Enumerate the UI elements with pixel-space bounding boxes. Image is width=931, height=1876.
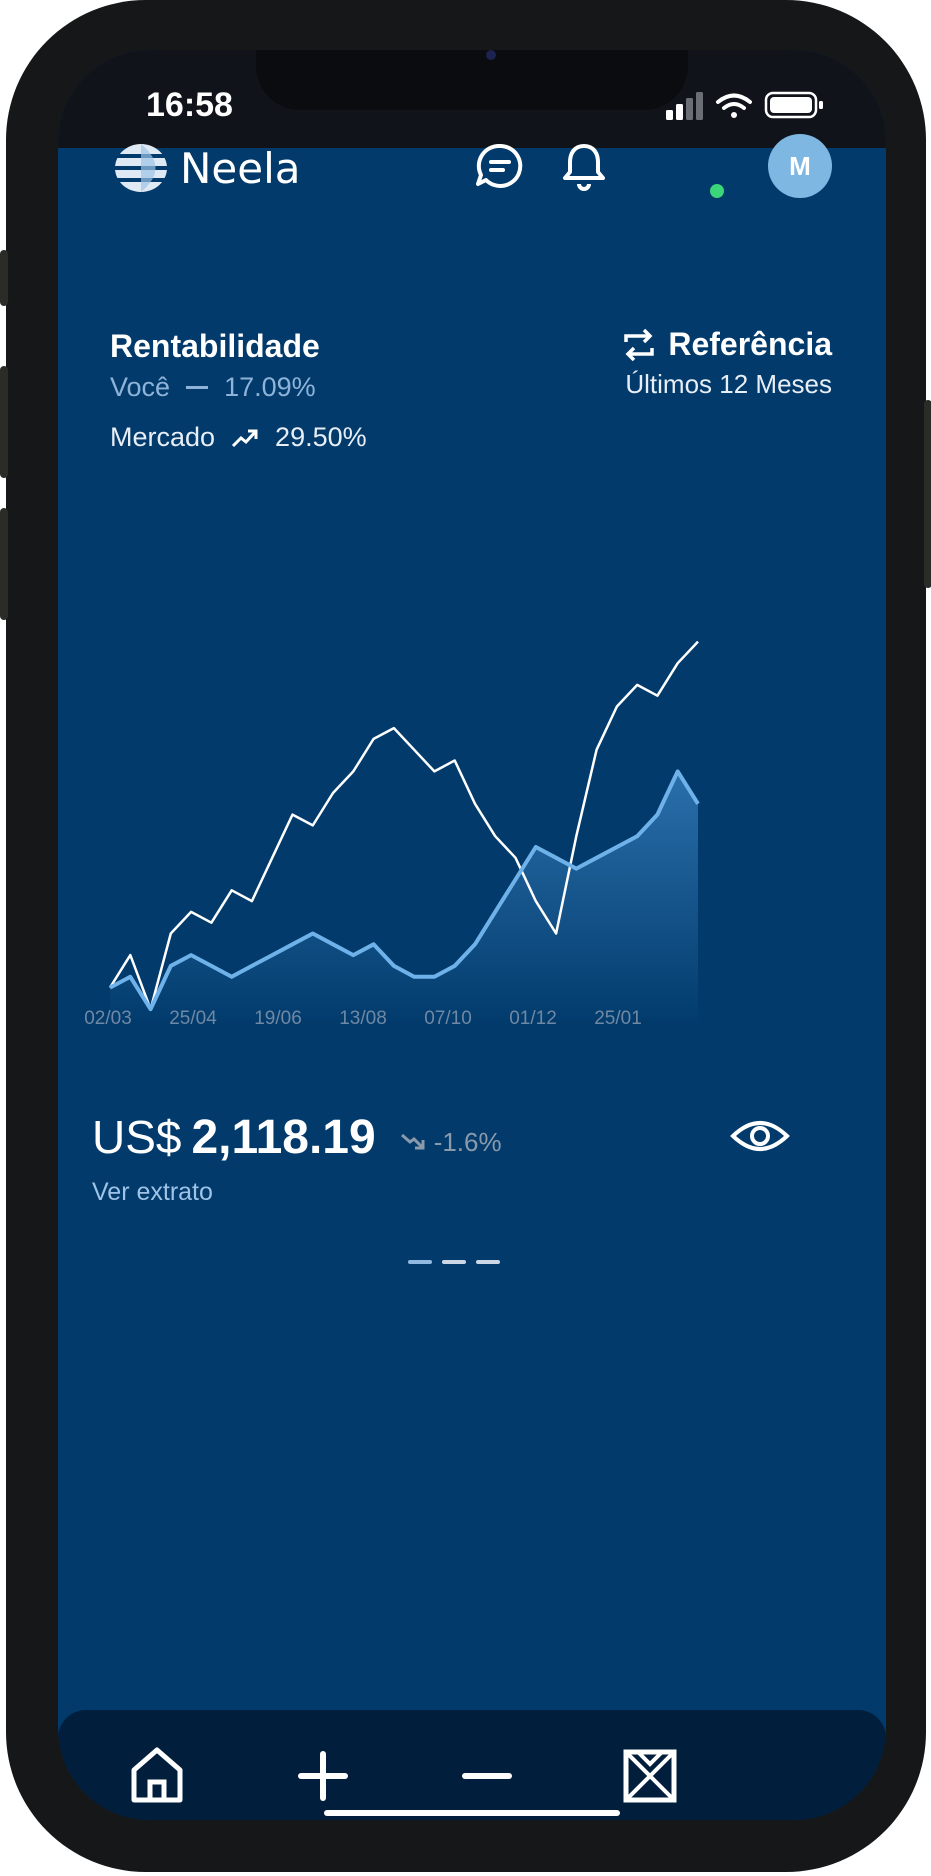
chat-icon[interactable] xyxy=(470,136,530,196)
camera-dot xyxy=(486,50,496,60)
legend-market-value: 29.50% xyxy=(275,422,367,452)
legend-you-label: Você xyxy=(110,372,171,402)
home-icon[interactable] xyxy=(122,1740,192,1810)
performance-title: Rentabilidade xyxy=(110,328,320,364)
side-button xyxy=(0,250,8,306)
page-indicator[interactable] xyxy=(408,1260,500,1264)
camera-notch xyxy=(256,50,688,110)
legend-dash-icon xyxy=(186,386,209,389)
status-time: 16:58 xyxy=(146,86,233,124)
x-tick-label: 02/03 xyxy=(84,1008,132,1029)
balance-trend: -1.6% xyxy=(400,1127,502,1158)
swap-icon xyxy=(624,328,655,361)
eye-icon[interactable] xyxy=(730,1116,790,1156)
legend-you[interactable]: Você 17.09% xyxy=(110,372,316,403)
x-tick-label: 25/01 xyxy=(594,1008,642,1029)
side-button xyxy=(0,508,8,620)
reference-period: Últimos 12 Meses xyxy=(625,369,832,399)
x-tick-label: 13/08 xyxy=(339,1008,387,1029)
x-tick-label: 01/12 xyxy=(509,1008,557,1029)
bottom-nav xyxy=(58,1710,886,1820)
neela-logo-icon xyxy=(112,144,170,192)
reference-selector[interactable]: Referência Últimos 12 Meses xyxy=(622,326,832,400)
reference-title: Referência xyxy=(668,326,832,362)
x-tick-label: 25/04 xyxy=(169,1008,217,1029)
brand-name: Neela xyxy=(180,143,301,193)
bell-icon[interactable] xyxy=(554,136,614,196)
side-button xyxy=(924,400,931,588)
notification-dot xyxy=(710,184,724,198)
avatar[interactable]: M xyxy=(768,134,832,198)
balance-change: -1.6% xyxy=(433,1126,502,1157)
x-tick-label: 19/06 xyxy=(254,1008,302,1029)
minus-icon[interactable] xyxy=(452,1740,522,1810)
series-area-you xyxy=(110,771,698,1020)
status-icons xyxy=(666,91,823,120)
balance: US$ 2,118.19 -1.6% xyxy=(92,1110,502,1165)
app-screen: 16:58 xyxy=(58,50,886,1820)
home-indicator[interactable] xyxy=(324,1810,620,1816)
legend-you-value: 17.09% xyxy=(224,372,316,402)
series-line-market xyxy=(108,640,699,1011)
statement-link[interactable]: Ver extrato xyxy=(92,1178,213,1206)
series-line-you xyxy=(109,769,700,1012)
trending-down-icon xyxy=(400,1133,425,1150)
wifi-icon xyxy=(716,93,752,118)
side-button xyxy=(0,366,8,478)
battery-icon xyxy=(764,91,823,119)
signal-icon xyxy=(666,92,703,120)
trending-up-icon xyxy=(231,429,258,447)
performance-chart[interactable]: 02/03 25/04 19/06 13/08 07/10 01/12 25/01 xyxy=(58,530,886,1090)
legend-market[interactable]: Mercado 29.50% xyxy=(110,422,367,453)
brand: Neela xyxy=(112,140,301,196)
exchange-icon[interactable] xyxy=(614,1740,684,1810)
balance-value: 2,118.19 xyxy=(191,1111,376,1164)
balance-currency: US$ xyxy=(92,1111,182,1163)
page-dot[interactable] xyxy=(408,1260,432,1264)
x-tick-label: 07/10 xyxy=(424,1008,472,1029)
plus-icon[interactable] xyxy=(288,1740,358,1810)
page-dot[interactable] xyxy=(442,1260,466,1264)
legend-market-label: Mercado xyxy=(110,422,216,452)
page-dot[interactable] xyxy=(476,1260,500,1264)
